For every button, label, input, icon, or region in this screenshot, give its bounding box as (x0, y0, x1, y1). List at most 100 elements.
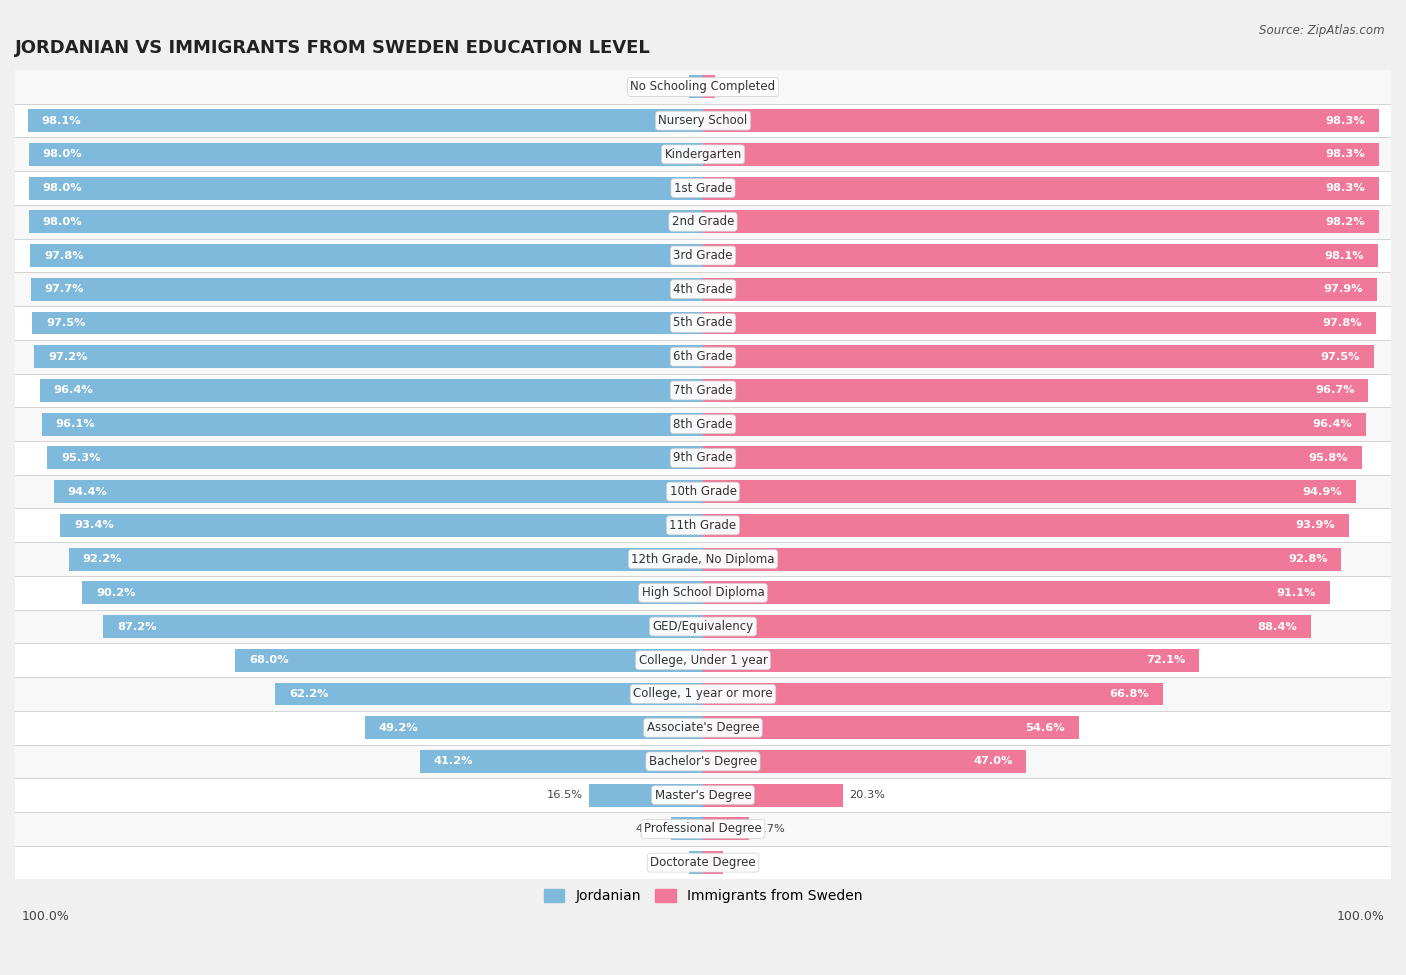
Text: 47.0%: 47.0% (973, 757, 1012, 766)
Text: No Schooling Completed: No Schooling Completed (630, 80, 776, 94)
Text: 96.4%: 96.4% (1313, 419, 1353, 429)
Bar (42, 412, 703, 436)
Bar (703, 851, 723, 874)
Bar (689, 851, 703, 874)
Bar (364, 717, 703, 739)
Text: 2.9%: 2.9% (730, 858, 759, 868)
Bar (703, 682, 1163, 706)
Bar (15, 373, 1391, 408)
Bar (15, 778, 1391, 812)
Bar (15, 340, 1391, 373)
Text: 98.2%: 98.2% (1326, 216, 1365, 227)
Text: 98.1%: 98.1% (1324, 251, 1364, 260)
Text: 72.1%: 72.1% (1146, 655, 1185, 665)
Text: 3rd Grade: 3rd Grade (673, 249, 733, 262)
Text: Associate's Degree: Associate's Degree (647, 722, 759, 734)
Bar (31, 278, 703, 300)
Bar (703, 548, 1341, 570)
Bar (276, 682, 703, 706)
Bar (703, 345, 1374, 369)
Text: 54.6%: 54.6% (1025, 722, 1064, 732)
Bar (15, 812, 1391, 845)
Bar (34, 345, 703, 369)
Bar (15, 711, 1391, 745)
Text: 98.0%: 98.0% (42, 216, 82, 227)
Text: 96.1%: 96.1% (56, 419, 96, 429)
Bar (689, 75, 703, 98)
Text: 20.3%: 20.3% (849, 790, 886, 800)
Text: Kindergarten: Kindergarten (665, 148, 741, 161)
Bar (15, 509, 1391, 542)
Bar (589, 784, 703, 806)
Bar (15, 542, 1391, 576)
Text: Master's Degree: Master's Degree (655, 789, 751, 801)
Bar (15, 609, 1391, 644)
Bar (703, 176, 1379, 200)
Bar (15, 845, 1391, 879)
Text: 41.2%: 41.2% (433, 757, 472, 766)
Bar (103, 615, 703, 638)
Bar (703, 817, 749, 840)
Text: JORDANIAN VS IMMIGRANTS FROM SWEDEN EDUCATION LEVEL: JORDANIAN VS IMMIGRANTS FROM SWEDEN EDUC… (15, 39, 651, 58)
Text: 96.4%: 96.4% (53, 385, 93, 396)
Bar (703, 447, 1362, 469)
Bar (419, 750, 703, 773)
Bar (15, 441, 1391, 475)
Text: 88.4%: 88.4% (1258, 621, 1298, 632)
Bar (703, 109, 1379, 132)
Bar (671, 817, 703, 840)
Bar (15, 644, 1391, 677)
Text: 9th Grade: 9th Grade (673, 451, 733, 464)
Bar (60, 514, 703, 537)
Bar (703, 581, 1330, 604)
Text: 5th Grade: 5th Grade (673, 317, 733, 330)
Text: 87.2%: 87.2% (117, 621, 156, 632)
Text: 7th Grade: 7th Grade (673, 384, 733, 397)
Text: 4th Grade: 4th Grade (673, 283, 733, 295)
Bar (28, 211, 703, 233)
Text: 97.5%: 97.5% (46, 318, 86, 328)
Text: 94.9%: 94.9% (1302, 487, 1343, 496)
Bar (15, 475, 1391, 509)
Bar (235, 648, 703, 672)
Bar (703, 244, 1378, 267)
Text: 100.0%: 100.0% (22, 911, 70, 923)
Bar (39, 379, 703, 402)
Bar (15, 103, 1391, 137)
Bar (703, 75, 714, 98)
Bar (15, 272, 1391, 306)
Bar (15, 745, 1391, 778)
Text: 8th Grade: 8th Grade (673, 417, 733, 431)
Text: Professional Degree: Professional Degree (644, 822, 762, 836)
Text: 91.1%: 91.1% (1277, 588, 1316, 598)
Bar (703, 717, 1078, 739)
Text: 10th Grade: 10th Grade (669, 486, 737, 498)
Bar (703, 143, 1379, 166)
Text: 97.2%: 97.2% (48, 352, 87, 362)
Bar (15, 576, 1391, 609)
Bar (703, 312, 1376, 334)
Bar (15, 239, 1391, 272)
Text: 98.0%: 98.0% (42, 183, 82, 193)
Text: 98.0%: 98.0% (42, 149, 82, 159)
Bar (703, 379, 1368, 402)
Bar (15, 306, 1391, 340)
Bar (48, 447, 703, 469)
Bar (83, 581, 703, 604)
Bar (15, 137, 1391, 172)
Text: 98.3%: 98.3% (1326, 149, 1365, 159)
Text: 2.0%: 2.0% (654, 858, 682, 868)
Bar (28, 109, 703, 132)
Text: Nursery School: Nursery School (658, 114, 748, 127)
Text: 98.1%: 98.1% (42, 116, 82, 126)
Bar (15, 205, 1391, 239)
Text: 90.2%: 90.2% (96, 588, 136, 598)
Text: 2.0%: 2.0% (654, 82, 682, 92)
Text: 94.4%: 94.4% (67, 487, 107, 496)
Text: 98.3%: 98.3% (1326, 183, 1365, 193)
Bar (703, 648, 1199, 672)
Text: 1st Grade: 1st Grade (673, 181, 733, 195)
Text: Bachelor's Degree: Bachelor's Degree (650, 755, 756, 768)
Text: 96.7%: 96.7% (1315, 385, 1354, 396)
Text: 95.3%: 95.3% (60, 453, 101, 463)
